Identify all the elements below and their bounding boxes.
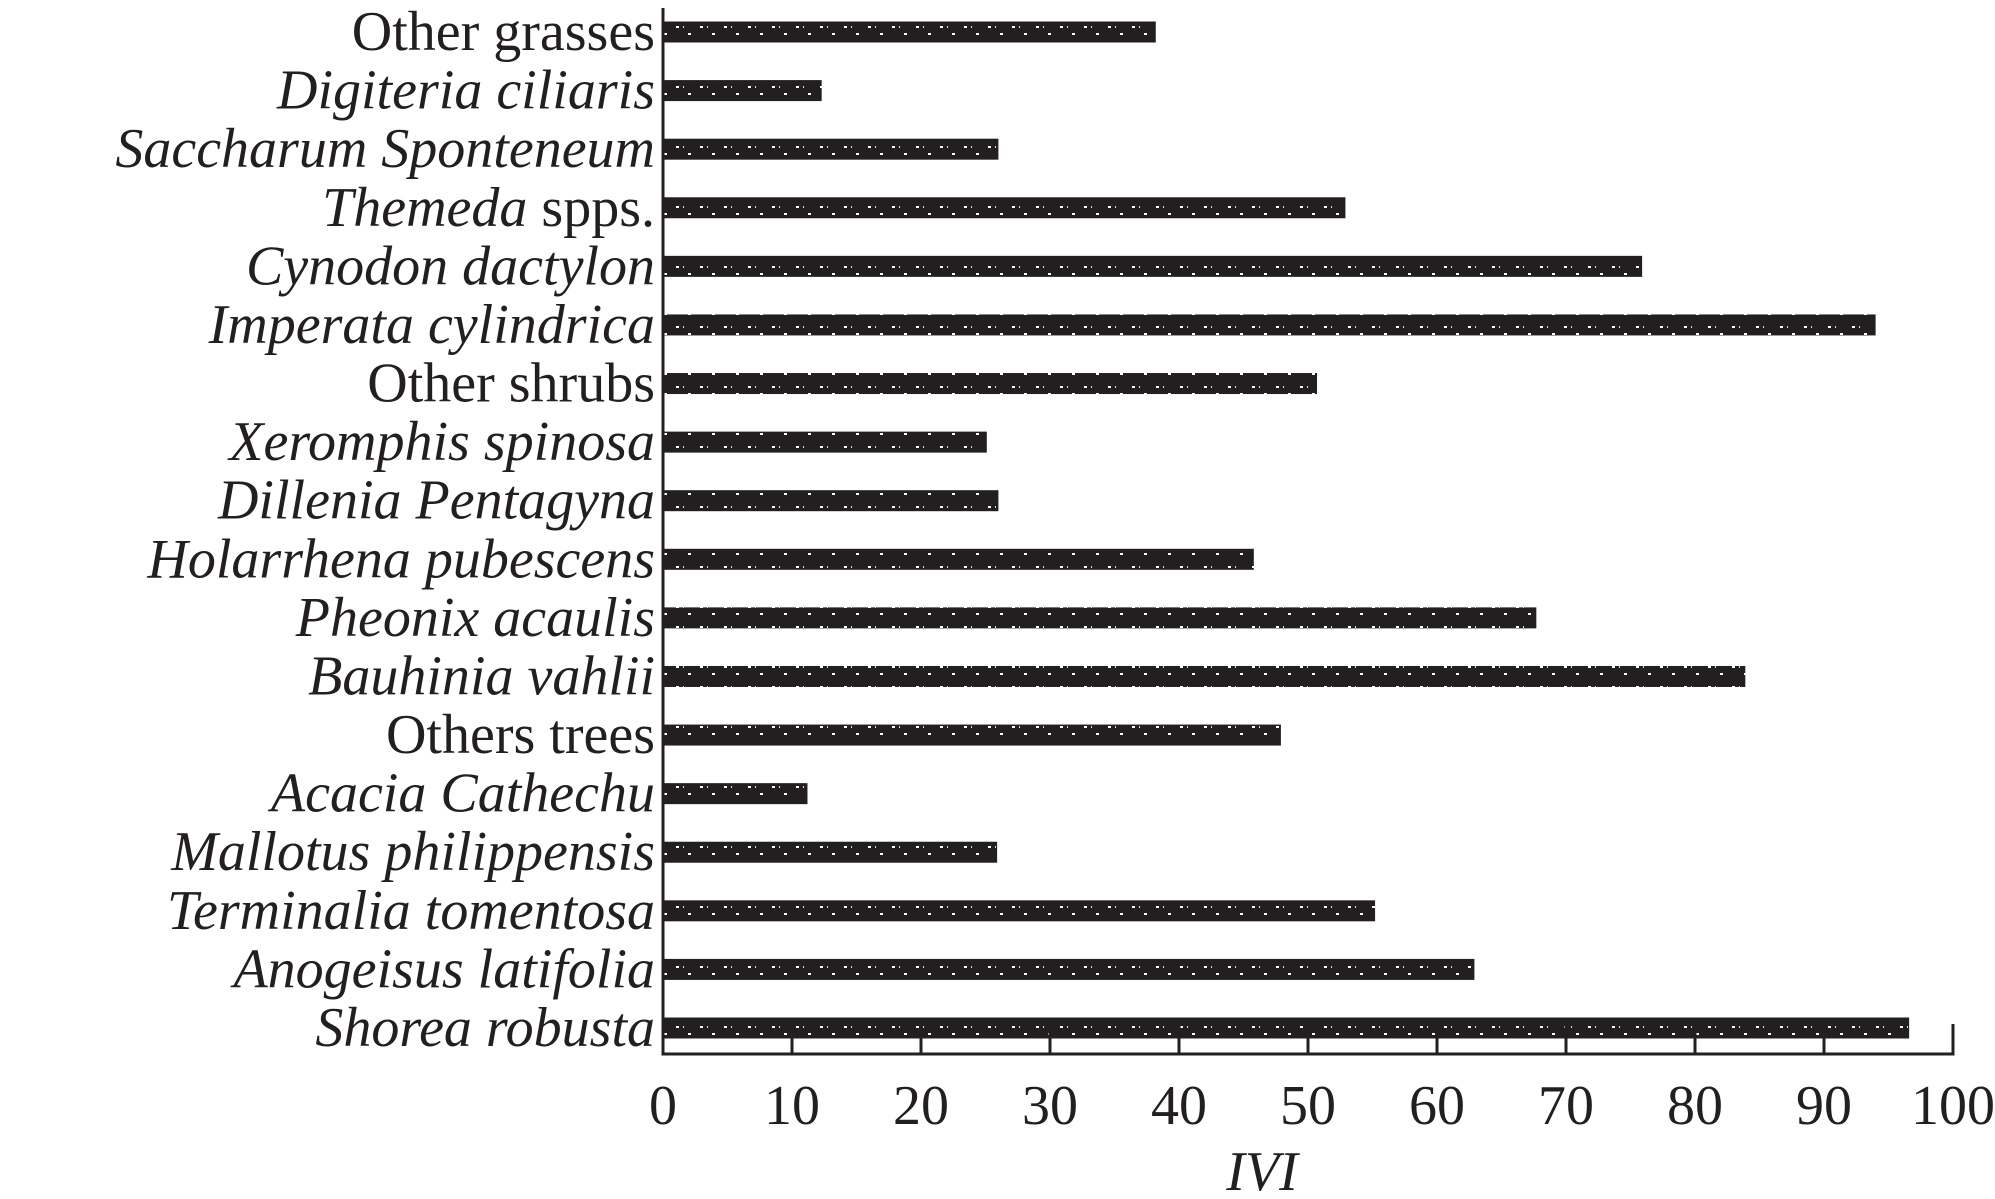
bar	[663, 21, 1156, 43]
category-label: Pheonix acaulis	[295, 587, 655, 649]
x-tick-label: 70	[1538, 1075, 1594, 1137]
category-label: Shorea robusta	[315, 997, 655, 1059]
x-tick-label: 40	[1151, 1075, 1207, 1137]
bar	[663, 548, 1254, 570]
category-label: Acacia Cathechu	[267, 763, 655, 825]
bar	[663, 1017, 1910, 1039]
category-label: Saccharum Sponteneum	[115, 118, 655, 180]
category-label: Cynodon dactylon	[246, 235, 655, 297]
x-tick-label: 60	[1409, 1075, 1465, 1137]
category-label: Digiteria ciliaris	[276, 60, 655, 122]
x-tick-label: 100	[1911, 1075, 1995, 1137]
x-tick-label: 30	[1022, 1075, 1078, 1137]
category-label: Terminalia tomentosa	[167, 880, 655, 942]
bar	[663, 197, 1346, 219]
bar	[663, 490, 999, 512]
category-label: Imperata cylindrica	[208, 294, 655, 356]
bar	[663, 783, 808, 805]
bar	[663, 255, 1643, 277]
category-label: Themeda spps.	[322, 177, 655, 239]
bar	[663, 373, 1318, 395]
bar	[663, 607, 1537, 629]
category-label: Dillenia Pentagyna	[217, 470, 655, 532]
x-tick-label: 50	[1280, 1075, 1336, 1137]
x-tick-label: 90	[1796, 1075, 1852, 1137]
category-label: Holarrhena pubescens	[146, 528, 655, 590]
x-axis-label: IVI	[1225, 1141, 1300, 1199]
x-tick-label: 0	[649, 1075, 677, 1137]
bar	[663, 900, 1376, 922]
category-label: Anogeisus latifolia	[229, 938, 655, 1000]
bar	[663, 431, 987, 453]
bars-group	[663, 21, 1910, 1039]
bar	[663, 958, 1475, 980]
x-tick-label: 10	[764, 1075, 820, 1137]
category-label: Xeromphis spinosa	[227, 411, 655, 473]
x-tick-label: 80	[1667, 1075, 1723, 1137]
bar	[663, 138, 999, 160]
bar	[663, 724, 1281, 746]
category-label: Other shrubs	[367, 353, 655, 415]
category-label: Others trees	[386, 704, 655, 766]
bar	[663, 665, 1746, 687]
x-tick-label: 20	[893, 1075, 949, 1137]
bar	[663, 80, 822, 102]
category-label: Bauhinia vahlii	[308, 645, 655, 707]
category-label: Mallotus philippensis	[170, 821, 655, 883]
category-label: Other grasses	[352, 1, 655, 63]
x-axis: 0 10 20 30 40 50 60 70 80 90 100	[649, 8, 1995, 1137]
bar	[663, 841, 998, 863]
bar	[663, 314, 1876, 336]
